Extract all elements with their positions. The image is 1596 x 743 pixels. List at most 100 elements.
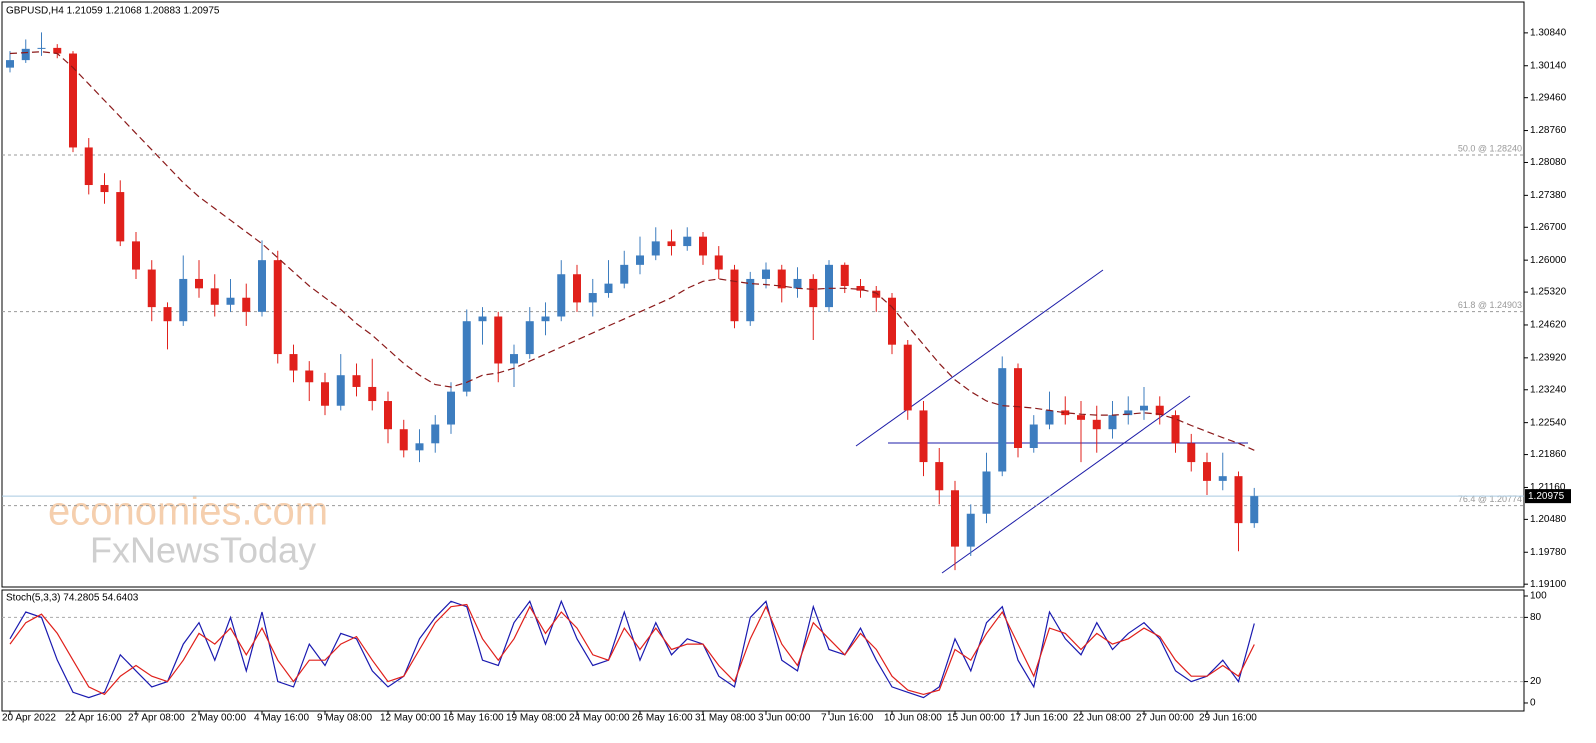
candle-body bbox=[730, 269, 739, 322]
stoch-line bbox=[9, 603, 1255, 696]
candle-body bbox=[84, 147, 93, 186]
x-tick-label: 29 Jun 16:00 bbox=[1199, 713, 1257, 724]
y-tick-label: 1.27380 bbox=[1530, 190, 1567, 201]
y-tick-label: 1.19100 bbox=[1530, 579, 1567, 590]
candle-body bbox=[163, 307, 172, 322]
candle-body bbox=[1077, 415, 1085, 420]
stoch-frame bbox=[1, 589, 1525, 712]
candle-body bbox=[226, 297, 235, 305]
candle-body bbox=[399, 429, 408, 451]
candle-body bbox=[462, 321, 471, 392]
candle-body bbox=[982, 471, 991, 514]
y-tick-label: 1.19780 bbox=[1530, 547, 1567, 558]
x-tick-label: 26 May 16:00 bbox=[632, 713, 693, 724]
y-tick-label: 1.22540 bbox=[1530, 417, 1567, 428]
candle-body bbox=[856, 285, 865, 291]
x-tick-label: 20 Apr 2022 bbox=[2, 713, 56, 724]
candle-body bbox=[116, 192, 125, 242]
current-price-label: 1.20975 bbox=[1528, 491, 1565, 502]
candle-body bbox=[667, 241, 676, 247]
x-tick-label: 22 Apr 16:00 bbox=[65, 713, 122, 724]
candle-body bbox=[336, 375, 345, 406]
candle-body bbox=[573, 274, 581, 303]
candle-body bbox=[258, 260, 266, 312]
candle-body bbox=[714, 255, 723, 270]
x-tick-label: 3 Jun 00:00 bbox=[758, 713, 811, 724]
fib-label: 61.8 @ 1.24903 bbox=[1458, 300, 1522, 310]
fib-label: 50.0 @ 1.28240 bbox=[1458, 143, 1522, 153]
candle-body bbox=[37, 47, 46, 49]
candle-body bbox=[809, 278, 818, 308]
stoch-y-tick-label: 100 bbox=[1530, 591, 1547, 602]
candle-body bbox=[1029, 424, 1038, 448]
candle-body bbox=[132, 241, 140, 270]
main-frame bbox=[1, 1, 1525, 588]
x-tick-label: 9 May 08:00 bbox=[317, 713, 372, 724]
candle-body bbox=[1155, 405, 1164, 416]
current-price-box bbox=[1525, 489, 1571, 504]
candle-body bbox=[447, 391, 455, 425]
candle-body bbox=[100, 185, 109, 193]
x-tick-label: 19 May 08:00 bbox=[506, 713, 567, 724]
y-tick-label: 1.24620 bbox=[1530, 320, 1567, 331]
candle-body bbox=[888, 297, 896, 345]
y-tick-label: 1.25320 bbox=[1530, 287, 1567, 298]
y-tick-label: 1.23920 bbox=[1530, 352, 1567, 363]
candle-body bbox=[352, 375, 361, 387]
candle-body bbox=[305, 370, 314, 383]
candle-body bbox=[1140, 405, 1148, 411]
candle-body bbox=[777, 269, 786, 289]
x-tick-label: 17 Jun 16:00 bbox=[1010, 713, 1068, 724]
x-tick-label: 31 May 08:00 bbox=[695, 713, 756, 724]
candle-body bbox=[1250, 496, 1259, 524]
candle-body bbox=[919, 410, 928, 463]
candle-body bbox=[6, 60, 14, 68]
candle-body bbox=[651, 241, 660, 256]
x-tick-label: 24 May 00:00 bbox=[569, 713, 630, 724]
candle-body bbox=[1045, 410, 1054, 425]
candle-body bbox=[384, 401, 392, 430]
candle-body bbox=[53, 47, 62, 54]
candle-body bbox=[746, 278, 755, 322]
candle-body bbox=[636, 255, 644, 265]
candle-body bbox=[1014, 368, 1022, 448]
candle-body bbox=[525, 321, 534, 355]
candle-body bbox=[1203, 462, 1211, 481]
candle-body bbox=[935, 462, 944, 491]
stoch-title: Stoch(5,3,3) 74.2805 54.6403 bbox=[6, 593, 139, 604]
candle-body bbox=[1171, 415, 1180, 444]
x-tick-label: 16 May 16:00 bbox=[443, 713, 504, 724]
candle-body bbox=[1234, 476, 1243, 524]
y-tick-label: 1.30140 bbox=[1530, 60, 1567, 71]
y-tick-label: 1.21160 bbox=[1530, 482, 1566, 493]
candle-body bbox=[478, 316, 487, 322]
candle-body bbox=[69, 53, 77, 148]
candle-body bbox=[872, 290, 881, 298]
candle-body bbox=[903, 344, 912, 411]
candle-body bbox=[510, 354, 518, 364]
x-tick-label: 15 Jun 00:00 bbox=[947, 713, 1005, 724]
watermark: FxNewsToday bbox=[90, 530, 316, 571]
stoch-line bbox=[9, 599, 1255, 699]
candle-body bbox=[825, 264, 833, 308]
candle-body bbox=[1218, 476, 1227, 481]
y-tick-label: 1.21860 bbox=[1530, 449, 1567, 460]
candle-body bbox=[494, 316, 503, 364]
candle-body bbox=[762, 269, 770, 279]
watermark: economies.com bbox=[48, 490, 328, 534]
y-tick-label: 1.26000 bbox=[1530, 255, 1567, 266]
candle-body bbox=[1061, 410, 1070, 416]
candle-body bbox=[415, 443, 424, 451]
candle-body bbox=[179, 278, 188, 322]
candle-body bbox=[604, 283, 613, 294]
candle-body bbox=[273, 260, 282, 355]
candle-body bbox=[210, 288, 219, 305]
candle-body bbox=[541, 316, 550, 322]
candle-body bbox=[1187, 443, 1196, 463]
candle-body bbox=[793, 278, 802, 289]
y-tick-label: 1.28760 bbox=[1530, 125, 1567, 136]
fib-label: 76.4 @ 1.20774 bbox=[1458, 494, 1522, 504]
x-tick-label: 22 Jun 08:00 bbox=[1073, 713, 1131, 724]
x-tick-label: 2 May 00:00 bbox=[191, 713, 246, 724]
